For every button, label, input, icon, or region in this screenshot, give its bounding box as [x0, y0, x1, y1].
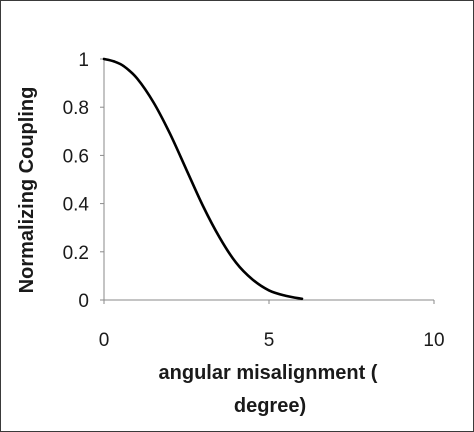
- tick-labels: 00.20.40.60.810 5 10: [63, 50, 445, 351]
- y-tick-label: 1: [78, 50, 89, 71]
- x-axis-title-line-2: degree): [234, 395, 306, 417]
- y-tick-label: 0.2: [63, 243, 89, 264]
- series-line: [102, 57, 304, 301]
- y-tick-label: 0.4: [63, 195, 90, 216]
- x-tick-label: 5: [264, 330, 275, 351]
- y-tick-label: 0: [78, 291, 89, 312]
- x-tick-label: 10: [423, 330, 444, 351]
- x-tick-label: 0: [99, 330, 110, 351]
- y-tick-label: 0.6: [63, 146, 89, 167]
- y-tick-label: 0.8: [63, 98, 89, 119]
- x-axis-title-line-1: angular misalignment (: [159, 362, 378, 384]
- y-axis-title: Normalizing Coupling: [16, 87, 38, 294]
